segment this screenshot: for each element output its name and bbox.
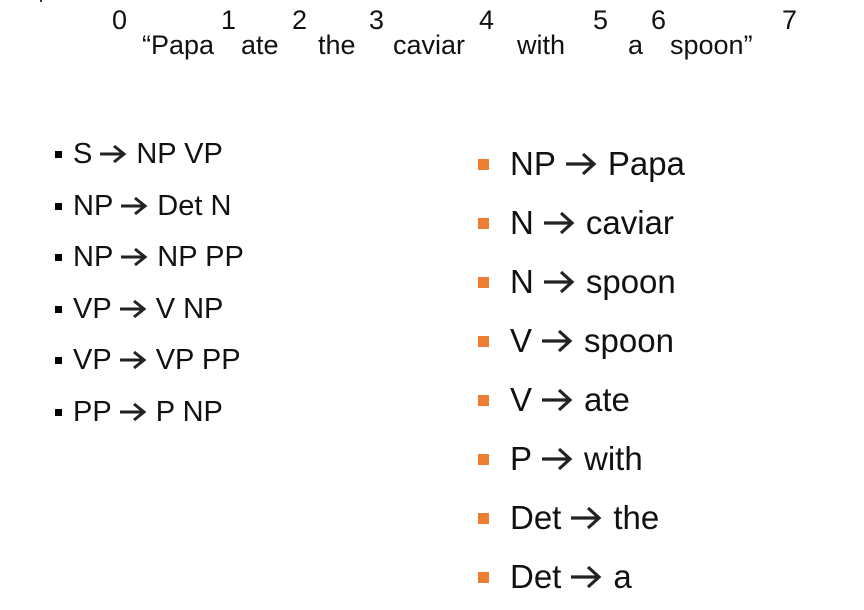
rule-lhs: NP xyxy=(73,241,114,273)
grammar-rule: S NP VP xyxy=(55,138,223,170)
rule-rhs: ate xyxy=(584,381,630,418)
rule-lhs: P xyxy=(510,440,533,477)
rule-rhs: with xyxy=(584,440,643,477)
rule-lhs: V xyxy=(510,381,533,418)
position-index: 6 xyxy=(651,5,667,35)
right-arrow-icon xyxy=(121,247,148,267)
sentence-word: spoon” xyxy=(670,30,753,60)
rule-lhs: V xyxy=(510,322,533,359)
sentence-word: “Papa xyxy=(142,30,215,60)
bullet-icon xyxy=(55,408,62,416)
position-index: 5 xyxy=(593,5,609,35)
bullet-icon xyxy=(478,394,489,406)
right-arrow-icon xyxy=(119,350,147,370)
bullet-icon xyxy=(55,202,62,210)
position-index: 0 xyxy=(112,5,128,35)
grammar-rule: VP V NP xyxy=(55,293,223,325)
sentence-word: ate xyxy=(241,30,279,60)
sentence-word: the xyxy=(318,30,356,60)
bullet-icon xyxy=(478,276,489,288)
lexical-rule: N caviar xyxy=(478,205,674,241)
right-arrow-icon xyxy=(119,402,147,422)
lexical-rule: Det a xyxy=(478,559,632,595)
rule-rhs: Det N xyxy=(157,190,232,222)
rule-rhs: spoon xyxy=(585,263,676,300)
rule-lhs: N xyxy=(510,204,534,241)
bullet-icon xyxy=(55,305,62,313)
right-arrow-icon xyxy=(542,329,573,353)
rule-rhs: the xyxy=(613,499,660,536)
lexical-rule: V spoon xyxy=(478,323,674,359)
right-arrow-icon xyxy=(543,270,575,294)
bullet-icon xyxy=(478,453,489,465)
position-index: 7 xyxy=(782,5,798,35)
right-arrow-icon xyxy=(121,196,148,216)
rule-lhs: NP xyxy=(510,145,556,182)
grammar-rule: VP VP PP xyxy=(55,344,241,376)
lexical-rule: Det the xyxy=(478,500,659,536)
lexical-rule: NP Papa xyxy=(478,146,685,182)
position-index: 4 xyxy=(479,5,495,35)
sentence-word: with xyxy=(517,30,566,60)
right-arrow-icon xyxy=(119,299,147,319)
right-arrow-icon xyxy=(571,506,602,530)
rule-rhs: a xyxy=(613,558,632,595)
rule-lhs: Det xyxy=(510,499,562,536)
rule-rhs: spoon xyxy=(584,322,674,359)
rule-rhs: caviar xyxy=(585,204,674,241)
grammar-rule: PP P NP xyxy=(55,396,223,428)
right-arrow-icon xyxy=(542,447,573,471)
rule-lhs: N xyxy=(510,263,534,300)
lexical-rule: N spoon xyxy=(478,264,676,300)
lexical-rule: V ate xyxy=(478,382,630,418)
bullet-icon xyxy=(478,512,489,524)
rule-lhs: PP xyxy=(73,396,112,428)
grammar-rule: NP NP PP xyxy=(55,241,244,273)
bullet-icon xyxy=(478,335,489,347)
rule-lhs: VP xyxy=(73,344,112,376)
lexical-rule: P with xyxy=(478,441,643,477)
bullet-icon xyxy=(478,571,489,583)
rule-rhs: NP PP xyxy=(157,241,244,273)
bullet-icon xyxy=(55,150,62,158)
rule-rhs: VP PP xyxy=(155,344,241,376)
sentence-word: caviar xyxy=(393,30,466,60)
position-index: 1 xyxy=(221,5,237,35)
bullet-icon xyxy=(478,217,489,229)
position-index: 2 xyxy=(292,5,308,35)
bullet-icon xyxy=(55,356,62,364)
bullet-icon xyxy=(55,253,62,261)
rule-rhs: NP VP xyxy=(136,138,223,170)
rule-lhs: S xyxy=(73,138,93,170)
right-arrow-icon xyxy=(565,152,597,176)
position-index: 3 xyxy=(369,5,385,35)
right-arrow-icon xyxy=(542,388,573,412)
bullet-icon xyxy=(478,158,489,170)
rule-rhs: P NP xyxy=(155,396,223,428)
grammar-rule: NP Det N xyxy=(55,190,231,222)
right-arrow-icon xyxy=(100,144,127,164)
rule-rhs: Papa xyxy=(607,145,685,182)
rule-lhs: Det xyxy=(510,558,562,595)
rule-rhs: V NP xyxy=(155,293,224,325)
corner-mark xyxy=(40,0,42,2)
right-arrow-icon xyxy=(571,565,602,589)
rule-lhs: VP xyxy=(73,293,112,325)
right-arrow-icon xyxy=(543,211,575,235)
rule-lhs: NP xyxy=(73,190,114,222)
sentence-word: a xyxy=(628,30,644,60)
